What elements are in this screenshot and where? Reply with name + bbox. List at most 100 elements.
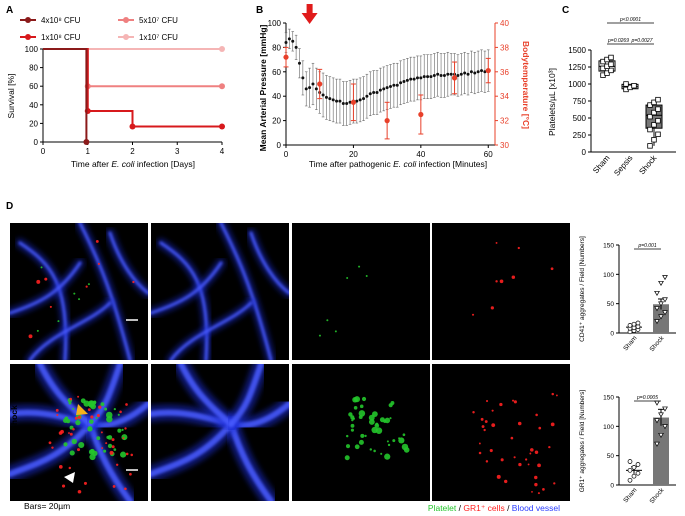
row-label-shock: Shock: [9, 405, 19, 431]
gr1-cell-signal: [97, 262, 100, 265]
tile-background: [432, 223, 570, 360]
pressure-temperature-chart: Mean Arterial Pressure [mmHg] Bodytemper…: [258, 4, 531, 169]
row-label-sham: Sham: [9, 264, 19, 288]
gr1-cell-signal: [525, 458, 528, 461]
data-point: [658, 314, 664, 320]
pressure-point: [304, 87, 308, 91]
platelet-signal: [57, 320, 60, 323]
gr1-cell-signal: [535, 413, 538, 417]
y2-tick-label: 32: [500, 117, 509, 126]
y2-tick-label: 30: [500, 141, 509, 150]
pressure-point: [358, 98, 362, 102]
platelet-signal: [359, 404, 364, 409]
data-point: [658, 301, 664, 307]
y-tick-label: 250: [573, 131, 587, 140]
pressure-point: [368, 92, 372, 96]
y-tick-label: 20: [29, 119, 38, 128]
y-tick-label: 500: [573, 114, 587, 123]
platelet-signal: [344, 455, 350, 461]
blood-vessel: [151, 261, 223, 315]
y-tick-label: 150: [603, 243, 614, 250]
pressure-point: [389, 84, 392, 88]
data-point: [662, 310, 668, 316]
gr1-cell-signal: [550, 267, 554, 271]
p-value: p=0.0005: [636, 395, 658, 401]
micrograph-grid: [10, 223, 570, 501]
platelet-signal: [65, 419, 71, 424]
platelet-signal: [80, 398, 86, 404]
pressure-point: [459, 72, 463, 76]
gr1-cell-signal: [531, 490, 533, 493]
temperature-point: [485, 67, 491, 74]
pressure-point: [415, 76, 419, 80]
gr1-cell-signal: [85, 285, 88, 288]
box-point: [647, 113, 653, 120]
gr1-cell-signal: [553, 482, 556, 485]
gr1-cell-signal: [485, 460, 489, 463]
y2-tick-label: 38: [500, 43, 509, 52]
platelet-signal: [371, 426, 378, 434]
platelet-signal: [401, 443, 409, 451]
gr1-cell-signal: [51, 446, 54, 449]
box-point: [655, 96, 661, 103]
gr1-cell-signal: [495, 241, 498, 244]
category-label: Shock: [637, 153, 659, 177]
gr1-cell-signal: [111, 445, 115, 449]
legend-label: 1x10⁷ CFU: [139, 33, 178, 42]
y-tick-label: 100: [603, 424, 614, 431]
pressure-point: [331, 98, 335, 102]
platelet-signal: [117, 413, 120, 416]
cd41-bar-chart: 0 50 100 150 CD41⁺ aggregates / Field [Numbe…: [579, 236, 676, 353]
arrowhead-white-icon: [64, 472, 75, 483]
box-point: [651, 99, 657, 106]
pressure-point: [328, 97, 332, 101]
pressure-point: [405, 78, 409, 82]
survival-point: [219, 123, 225, 130]
data-point: [631, 321, 637, 327]
legend-marker: [25, 17, 31, 23]
platelet-signal: [387, 443, 391, 447]
box-point: [608, 54, 614, 61]
gr1-cell-signal: [499, 279, 504, 284]
y-tick-label: 40: [29, 101, 38, 110]
y-tick-label: 750: [573, 97, 587, 106]
blood-vessel: [159, 241, 209, 360]
pressure-point: [399, 81, 403, 85]
gr1-cell-signal: [124, 487, 127, 491]
survival-point: [83, 139, 90, 145]
box-point: [604, 70, 610, 76]
micrograph-legend: Platelet / GR1⁺ cells / Blood vessel: [428, 503, 560, 513]
pressure-point: [466, 72, 470, 76]
gr1-cell-signal: [112, 485, 116, 488]
micrograph-tile: [292, 364, 430, 501]
category-label: Sepsis: [612, 154, 634, 178]
pressure-point: [432, 73, 436, 77]
temperature-series: [283, 46, 491, 140]
survival-chart: Survival [%] Time after E. coli infectio…: [6, 16, 225, 169]
pressure-point: [456, 73, 460, 77]
gr1-cell-signal: [527, 463, 530, 466]
platelet-signal: [87, 283, 90, 286]
platelet-signal: [380, 452, 383, 455]
platelet-boxplot: Platelets/µL [x10³] 0 250 500 750 1000 1250 15…: [547, 17, 676, 178]
gr1-cell-signal: [534, 475, 538, 480]
gr1-cell-signal: [510, 436, 514, 440]
gr1-cell-signal: [472, 411, 475, 414]
pressure-point: [314, 87, 318, 91]
survival-point: [219, 83, 225, 90]
y2-axis-title: Bodytemperature [°C]: [521, 41, 531, 129]
gr1-cell-signal: [87, 408, 91, 412]
platelet-signal: [345, 444, 351, 449]
category-label: Sham: [622, 487, 638, 505]
y-tick-label: 60: [29, 82, 38, 91]
platelet-signal: [87, 426, 93, 432]
pressure-point: [324, 95, 328, 99]
category-label: Shock: [649, 486, 666, 505]
survival-line: [43, 48, 222, 128]
gr1-cell-signal: [555, 394, 558, 397]
platelet-signal: [63, 442, 68, 447]
pressure-point: [287, 37, 291, 41]
gr1-cell-signal: [72, 428, 75, 431]
pressure-point: [469, 70, 473, 74]
